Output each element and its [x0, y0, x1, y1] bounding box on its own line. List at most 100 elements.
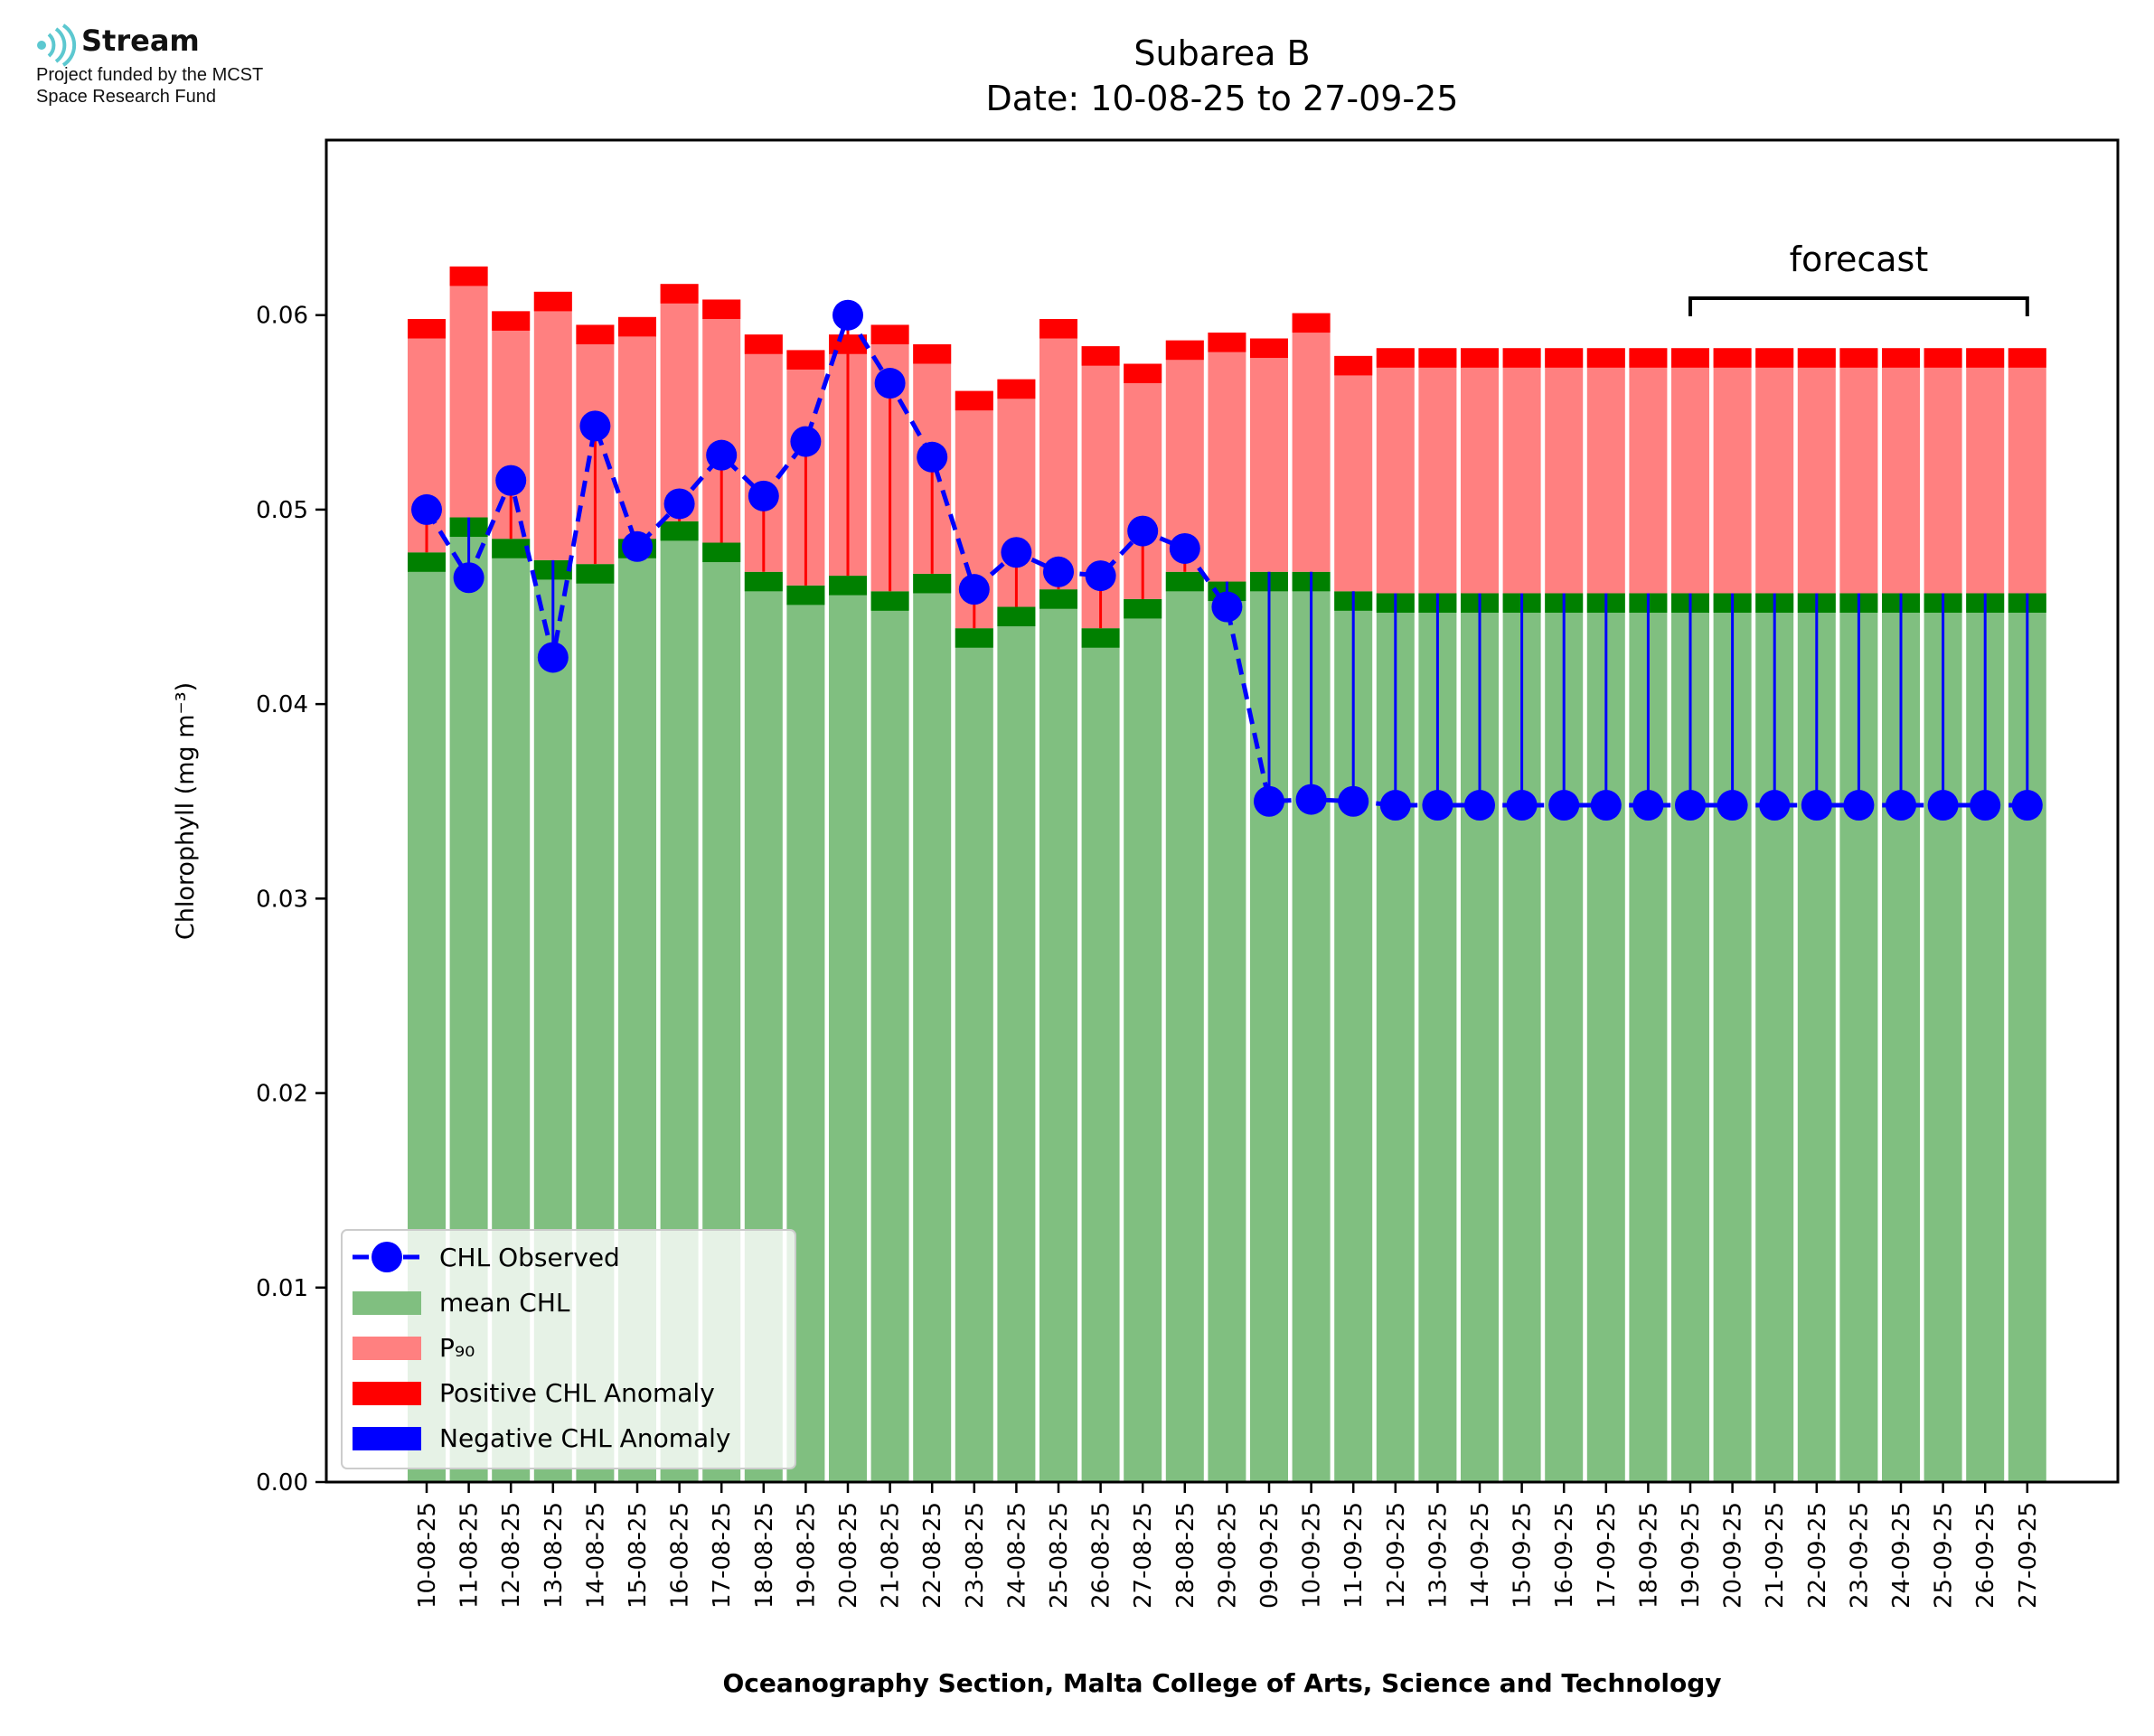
mean-chl-band — [576, 564, 615, 584]
mean-chl-bar — [870, 591, 909, 1482]
p90-bar — [1292, 313, 1331, 572]
y-tick-label: 0.02 — [256, 1081, 308, 1108]
x-tick-label: 21-09-25 — [1762, 1502, 1789, 1609]
chl-observed-point — [537, 642, 569, 673]
p90-bar — [1586, 348, 1625, 594]
x-tick-label: 11-09-25 — [1340, 1502, 1368, 1609]
x-tick-label: 09-09-25 — [1256, 1502, 1284, 1609]
chl-observed-point — [1254, 785, 1284, 817]
x-tick-label: 20-08-25 — [835, 1502, 862, 1609]
mean-chl-band — [913, 573, 952, 594]
p90-band — [2008, 348, 2046, 368]
p90-bar — [1250, 338, 1288, 572]
chl-observed-point — [495, 464, 527, 496]
legend-label-p90: P₉₀ — [439, 1333, 475, 1363]
x-tick-label: 25-09-25 — [1931, 1502, 1958, 1609]
chl-observed-point — [1801, 790, 1832, 821]
chart-subtitle: Date: 10-08-25 to 27-09-25 — [986, 79, 1459, 118]
mean-chl-bar — [1208, 581, 1246, 1482]
mean-chl-band — [492, 539, 531, 558]
p90-bar — [618, 316, 656, 540]
mean-chl-bar — [997, 606, 1036, 1482]
x-tick-label: 19-08-25 — [793, 1502, 820, 1609]
p90-bar — [533, 291, 572, 560]
p90-band — [1039, 319, 1077, 339]
mean-chl-band — [408, 552, 446, 572]
p90-bar — [2008, 348, 2046, 594]
chl-observed-point — [411, 493, 442, 525]
chl-observed-point — [622, 530, 653, 562]
x-tick-label: 12-08-25 — [498, 1502, 525, 1609]
legend-label-positive: Positive CHL Anomaly — [439, 1378, 715, 1408]
p90-band — [1671, 348, 1709, 368]
mean-chl-band — [1124, 598, 1162, 619]
x-tick-label: 14-09-25 — [1467, 1502, 1494, 1609]
x-tick-label: 18-09-25 — [1635, 1502, 1662, 1609]
p90-bar — [1418, 348, 1457, 594]
p90-bar — [1882, 348, 1920, 594]
p90-bar — [1797, 348, 1836, 594]
chl-observed-point — [1422, 790, 1453, 821]
chl-observed-point — [1127, 515, 1159, 547]
x-tick-label: 22-09-25 — [1804, 1502, 1831, 1609]
x-tick-label: 24-08-25 — [1003, 1502, 1030, 1609]
forecast-bracket — [1688, 296, 2029, 316]
chl-observed-point — [1548, 790, 1580, 821]
p90-bar — [1461, 348, 1499, 594]
p90-bar — [1839, 348, 1878, 594]
p90-band — [1334, 355, 1373, 376]
x-tick-label: 10-08-25 — [414, 1502, 441, 1609]
mean-chl-band — [1165, 571, 1204, 592]
forecast-annotation: forecast — [1790, 239, 1929, 279]
p90-bar — [1966, 348, 2005, 594]
legend-negative-swatch — [353, 1427, 421, 1450]
x-tick-label: 13-09-25 — [1425, 1502, 1452, 1609]
chart-title: Subarea B — [1133, 33, 1310, 73]
x-tick-label: 22-08-25 — [919, 1502, 946, 1609]
x-tick-label: 12-09-25 — [1383, 1502, 1410, 1609]
p90-band — [1966, 348, 2005, 368]
p90-band — [1586, 348, 1625, 368]
logo-funding-line-1: Project funded by the MCST — [36, 65, 264, 85]
chl-observed-point — [917, 441, 948, 473]
chl-observed-point — [663, 488, 695, 520]
chl-observed-point — [1886, 790, 1916, 821]
chl-observed-point — [1169, 532, 1200, 564]
p90-bar — [1755, 348, 1794, 594]
p90-bar — [660, 284, 699, 521]
p90-bar — [1713, 348, 1752, 594]
logo-funding-line-2: Space Research Fund — [36, 87, 217, 107]
y-tick-label: 0.01 — [256, 1275, 308, 1302]
x-tick-label: 27-08-25 — [1130, 1502, 1157, 1609]
chl-observed-point — [958, 574, 990, 605]
chl-observed-point — [1717, 790, 1748, 821]
p90-bar — [1545, 348, 1584, 594]
x-tick-label: 17-08-25 — [709, 1502, 736, 1609]
p90-band — [576, 324, 615, 344]
p90-band — [1208, 333, 1246, 352]
mean-chl-bar — [1081, 628, 1120, 1482]
p90-bar — [1502, 348, 1541, 594]
legend-positive-swatch — [353, 1382, 421, 1405]
chl-observed-point — [1759, 790, 1791, 821]
x-tick-label: 15-09-25 — [1510, 1502, 1537, 1609]
x-tick-label: 23-09-25 — [1846, 1502, 1873, 1609]
x-tick-label: 23-08-25 — [962, 1502, 989, 1609]
x-tick-label: 16-09-25 — [1551, 1502, 1578, 1609]
x-tick-label: 13-08-25 — [541, 1502, 568, 1609]
p90-band — [408, 319, 446, 339]
p90-band — [1376, 348, 1415, 368]
p90-band — [1629, 348, 1668, 368]
chl-observed-point — [1085, 560, 1116, 592]
p90-bar — [1334, 355, 1373, 592]
p90-band — [1924, 348, 1962, 368]
y-tick-label: 0.03 — [256, 886, 308, 913]
x-tick-label: 14-08-25 — [582, 1502, 609, 1609]
mean-chl-band — [660, 521, 699, 541]
x-tick-label: 11-08-25 — [456, 1502, 484, 1609]
x-tick-label: 25-08-25 — [1046, 1502, 1073, 1609]
p90-bar — [449, 266, 488, 518]
x-tick-label: 10-09-25 — [1299, 1502, 1326, 1609]
chl-observed-point — [1379, 790, 1411, 821]
legend-mean-swatch — [353, 1291, 421, 1315]
